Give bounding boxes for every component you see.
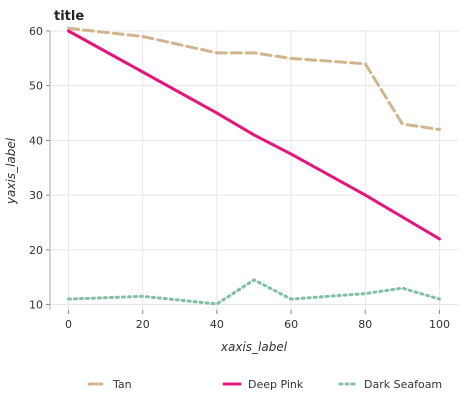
y-axis-label: yaxis_label	[4, 137, 18, 205]
y-tick-label-1: 20	[29, 244, 43, 257]
series-line-tan	[67, 26, 441, 131]
series-line-dark-seafoam	[67, 278, 441, 306]
x-tick-label-3: 60	[284, 318, 298, 331]
x-tick-label-4: 80	[358, 318, 372, 331]
x-tick-label-1: 20	[136, 318, 150, 331]
legend-label-deep-pink: Deep Pink	[248, 378, 304, 391]
y-axis-ticks: 10 20 30 40 50 60	[29, 25, 50, 312]
series-line-deep-pink	[67, 29, 441, 241]
y-tick-label-3: 40	[29, 134, 43, 147]
legend-label-tan: Tan	[112, 378, 132, 391]
y-tick-label-5: 60	[29, 25, 43, 38]
series-lines	[67, 26, 441, 306]
y-tick-label-2: 30	[29, 189, 43, 202]
legend: Tan Deep Pink Dark Seafoam	[87, 378, 442, 391]
x-axis-label: xaxis_label	[220, 340, 288, 354]
x-tick-label-0: 0	[65, 318, 72, 331]
legend-label-dark-seafoam: Dark Seafoam	[364, 378, 442, 391]
x-tick-label-5: 100	[429, 318, 450, 331]
chart-title: title	[54, 9, 84, 24]
x-axis-ticks: 0 20 40 60 80 100	[65, 310, 450, 331]
x-tick-label-2: 40	[210, 318, 224, 331]
y-tick-label-4: 50	[29, 80, 43, 93]
grid-lines	[50, 30, 458, 310]
y-tick-label-0: 10	[29, 299, 43, 312]
